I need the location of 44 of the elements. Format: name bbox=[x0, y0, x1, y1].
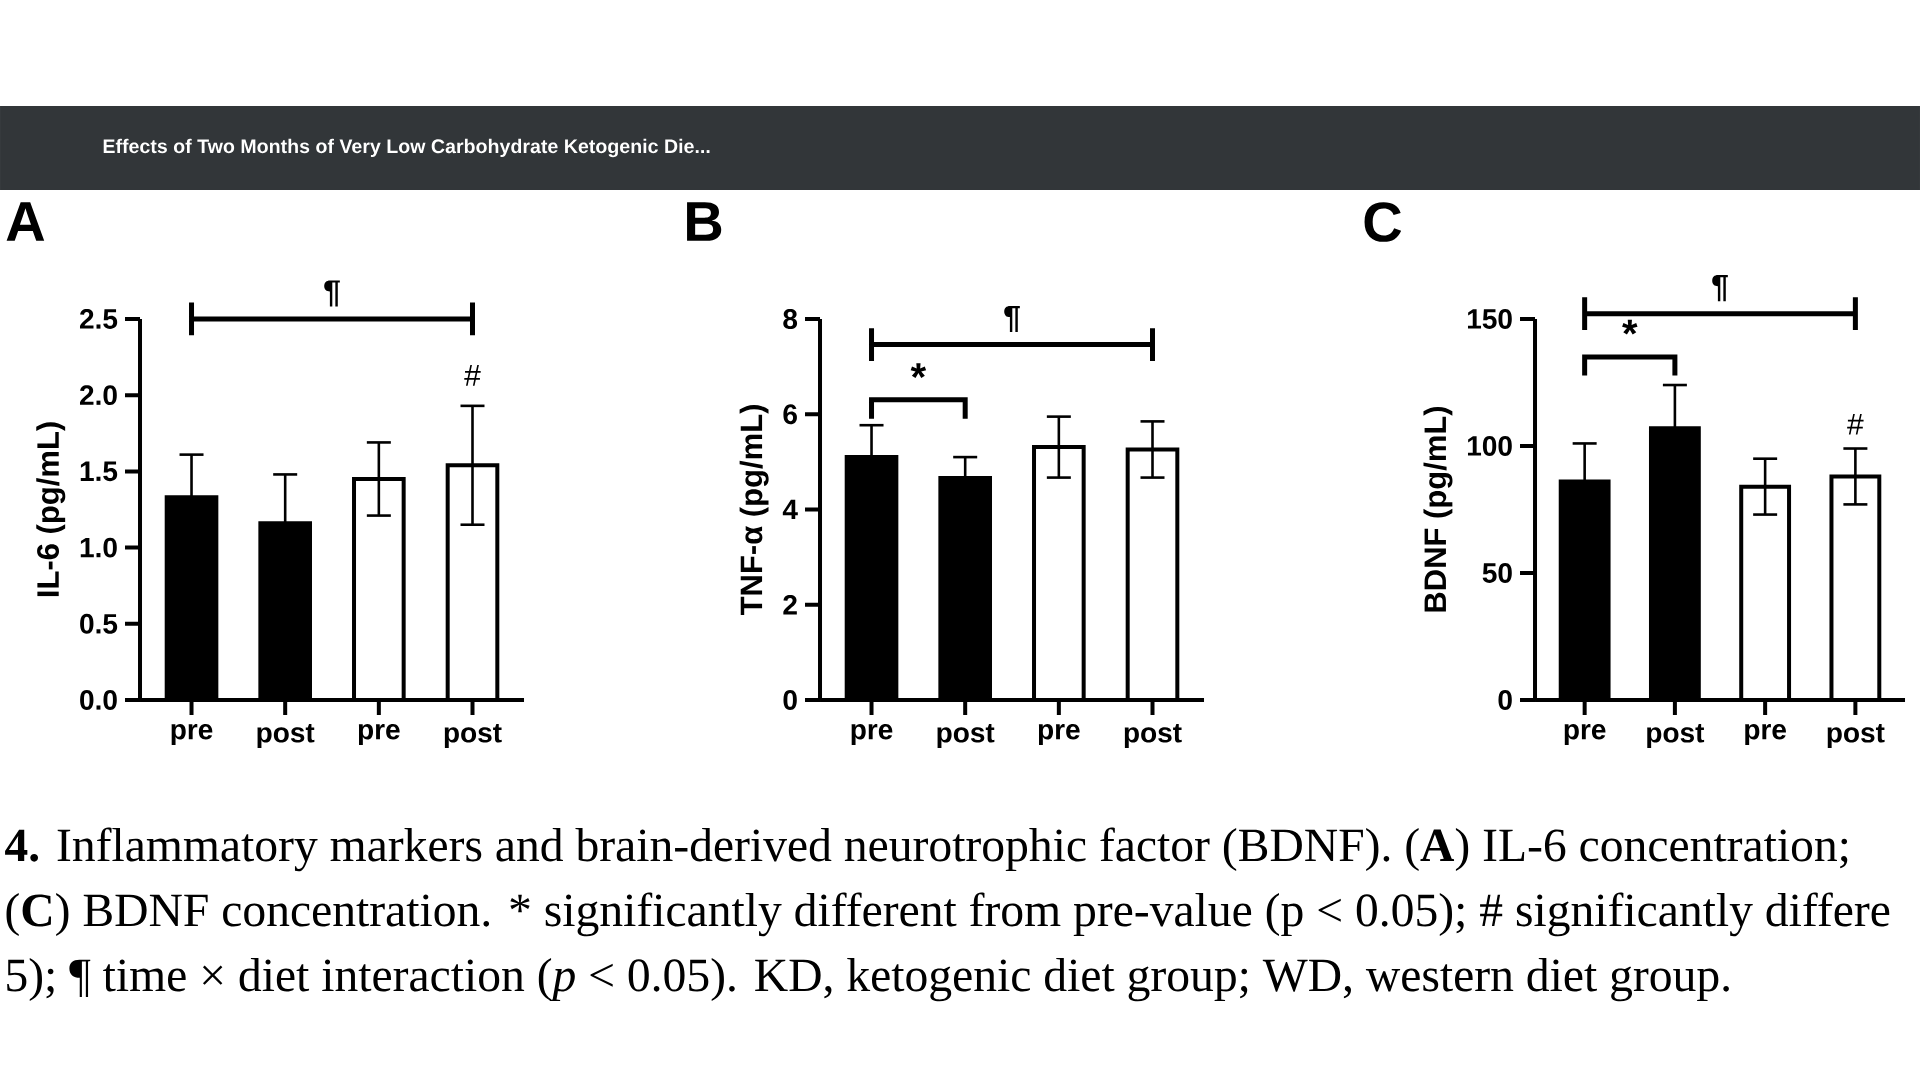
annotation: # bbox=[1847, 413, 1864, 435]
y-tick-label: 0 bbox=[1498, 690, 1512, 710]
annotation: * bbox=[1622, 319, 1638, 335]
x-tick-label: post bbox=[257, 724, 315, 749]
chart-title: C bbox=[1364, 202, 1402, 242]
y-tick-label: 100 bbox=[1467, 436, 1512, 456]
text: ¶ bbox=[324, 280, 340, 307]
x-tick-label: post bbox=[1827, 724, 1885, 749]
y-axis-title: TNF-α (pg/mL) bbox=[739, 405, 769, 616]
y-axis-title: IL-6 (pg/mL) bbox=[36, 422, 66, 597]
annotation: * bbox=[910, 363, 927, 379]
x-tick-label: pre bbox=[1564, 724, 1606, 745]
chart-title: B bbox=[687, 202, 722, 241]
x-tick-label: post bbox=[1647, 724, 1705, 749]
y-tick-label: 8 bbox=[783, 309, 798, 329]
x-tick-label: pre bbox=[1745, 724, 1786, 745]
text: 5); ¶ time × diet interaction (p < 0.05). KD, ketogenic diet group; WD, western diet group. bbox=[7, 957, 1729, 1002]
x-tick-label: pre bbox=[1038, 724, 1080, 745]
x-tick-label: post bbox=[444, 724, 502, 749]
y-tick-label: 1.5 bbox=[80, 461, 118, 482]
x-tick-label: pre bbox=[851, 724, 893, 745]
y-tick-label: 4 bbox=[782, 499, 798, 520]
y-tick-label: 2.5 bbox=[79, 309, 118, 329]
text: (C) BDNF concentration. * significantly different from pre-value (p < 0.05); # significantly differe bbox=[6, 892, 1890, 937]
y-tick-label: 0.0 bbox=[80, 690, 117, 710]
x-tick-label: post bbox=[1124, 724, 1182, 749]
y-tick-label: 1.0 bbox=[80, 537, 117, 558]
y-tick-label: 0 bbox=[783, 690, 797, 710]
y-tick-label: 6 bbox=[783, 404, 797, 425]
x-tick-label: pre bbox=[358, 724, 400, 745]
x-tick-label: pre bbox=[171, 724, 213, 745]
chart-title: A bbox=[6, 202, 45, 241]
text: ¶ bbox=[1712, 275, 1728, 302]
annotation: ¶ bbox=[1004, 305, 1020, 333]
y-tick-label: 0.5 bbox=[80, 613, 118, 634]
y-tick-label: 2.0 bbox=[79, 385, 117, 406]
annotation: # bbox=[464, 365, 481, 386]
x-tick-label: post bbox=[937, 724, 995, 749]
text: Effects of Two Months of Very Low Carbohydrate Ketogenic Die... bbox=[103, 138, 710, 158]
y-tick-label: 50 bbox=[1482, 563, 1512, 583]
text: 4. Inflammatory markers and brain-derived neurotrophic factor (BDNF). (A) IL-6 concentration; bbox=[5, 827, 1848, 872]
y-tick-label: 150 bbox=[1467, 309, 1512, 329]
y-tick-label: 2 bbox=[783, 594, 797, 615]
y-axis-title: BDNF (pg/mL) bbox=[1423, 406, 1453, 612]
